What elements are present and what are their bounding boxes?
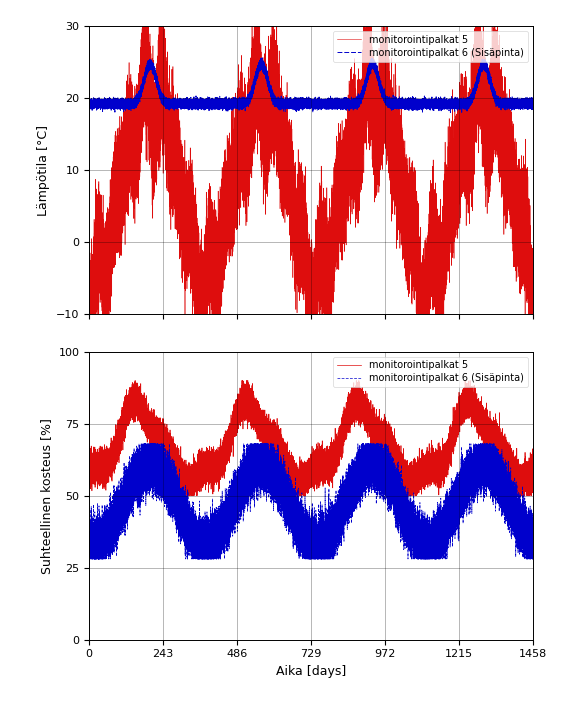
monitorointipalkat 5: [442, 241, 448, 250]
monitorointipalkat 6 (Sisäpinta): [309, 533, 315, 542]
monitorointipalkat 5: [132, 376, 138, 385]
monitorointipalkat 6 (Sisäpinta): [307, 532, 314, 541]
Legend: monitorointipalkat 5, monitorointipalkat 6 (Sisäpinta): monitorointipalkat 5, monitorointipalkat…: [333, 31, 528, 62]
monitorointipalkat 6 (Sisäpinta): [203, 536, 210, 544]
monitorointipalkat 6 (Sisäpinta): [135, 440, 142, 448]
monitorointipalkat 6 (Sisäpinta): [473, 452, 479, 461]
monitorointipalkat 5: [309, 308, 315, 316]
monitorointipalkat 5: [307, 288, 314, 296]
monitorointipalkat 6 (Sisäpinta): [86, 530, 93, 539]
monitorointipalkat 5: [426, 285, 433, 293]
monitorointipalkat 6 (Sisäpinta): [203, 99, 210, 107]
monitorointipalkat 6 (Sisäpinta): [458, 109, 465, 117]
monitorointipalkat 6 (Sisäpinta): [442, 517, 448, 525]
monitorointipalkat 6 (Sisäpinta): [307, 96, 314, 105]
Line: monitorointipalkat 5: monitorointipalkat 5: [89, 0, 533, 403]
Line: monitorointipalkat 6 (Sisäpinta): monitorointipalkat 6 (Sisäpinta): [89, 58, 533, 113]
monitorointipalkat 6 (Sisäpinta): [259, 54, 265, 62]
monitorointipalkat 6 (Sisäpinta): [426, 100, 433, 108]
Line: monitorointipalkat 5: monitorointipalkat 5: [89, 380, 533, 496]
monitorointipalkat 5: [529, 314, 536, 322]
monitorointipalkat 5: [309, 468, 315, 477]
monitorointipalkat 5: [529, 467, 536, 475]
monitorointipalkat 6 (Sisäpinta): [87, 555, 94, 563]
monitorointipalkat 5: [473, 407, 479, 415]
monitorointipalkat 6 (Sisäpinta): [442, 100, 448, 109]
monitorointipalkat 5: [473, 87, 479, 95]
monitorointipalkat 5: [86, 341, 93, 349]
monitorointipalkat 6 (Sisäpinta): [529, 542, 536, 550]
monitorointipalkat 6 (Sisäpinta): [473, 86, 479, 94]
monitorointipalkat 5: [307, 399, 314, 407]
monitorointipalkat 5: [86, 380, 93, 388]
Y-axis label: Lämpötila [°C]: Lämpötila [°C]: [38, 124, 51, 216]
monitorointipalkat 5: [442, 451, 448, 460]
monitorointipalkat 5: [307, 475, 314, 484]
monitorointipalkat 5: [203, 450, 210, 458]
monitorointipalkat 5: [426, 457, 433, 466]
monitorointipalkat 5: [179, 491, 186, 500]
Line: monitorointipalkat 6 (Sisäpinta): monitorointipalkat 6 (Sisäpinta): [89, 444, 533, 559]
monitorointipalkat 5: [203, 242, 210, 250]
Y-axis label: Suhteellinen kosteus [%]: Suhteellinen kosteus [%]: [40, 418, 53, 573]
monitorointipalkat 6 (Sisäpinta): [86, 98, 93, 107]
Legend: monitorointipalkat 5, monitorointipalkat 6 (Sisäpinta): monitorointipalkat 5, monitorointipalkat…: [333, 356, 528, 387]
X-axis label: Aika [days]: Aika [days]: [276, 665, 346, 678]
monitorointipalkat 6 (Sisäpinta): [529, 103, 536, 111]
monitorointipalkat 6 (Sisäpinta): [309, 98, 315, 107]
monitorointipalkat 6 (Sisäpinta): [426, 530, 433, 539]
